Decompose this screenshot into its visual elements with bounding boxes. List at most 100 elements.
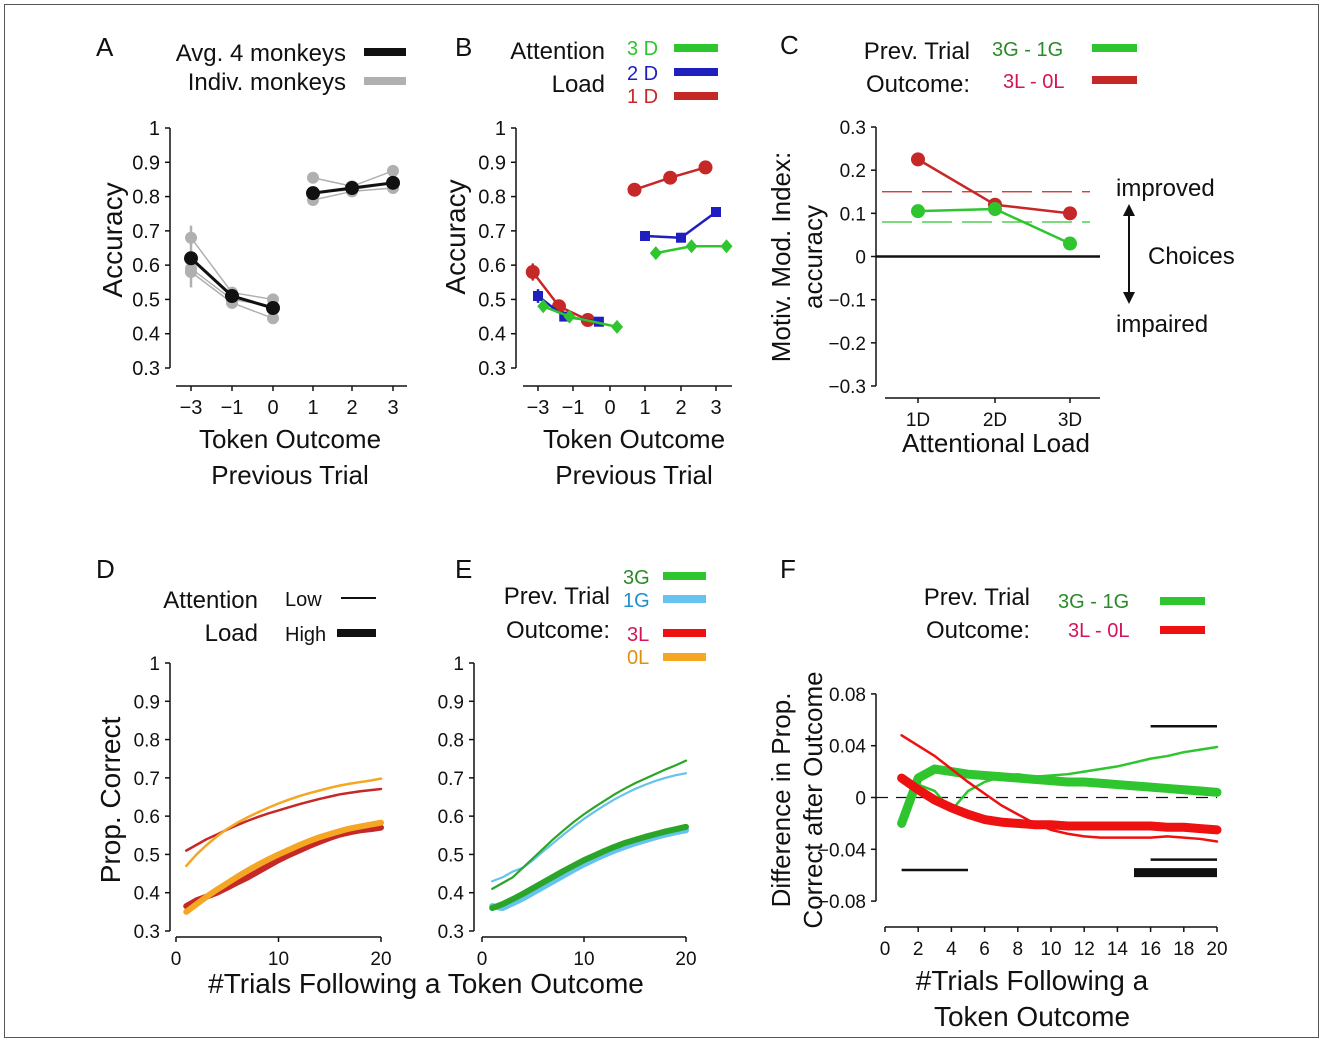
e-y-tick-label: 0.4 bbox=[438, 884, 465, 905]
b-y-tick-label: 0.4 bbox=[478, 324, 506, 346]
annotation-impaired: impaired bbox=[1116, 311, 1208, 338]
a-avg-point bbox=[306, 186, 320, 201]
f-x-tick-label: 6 bbox=[979, 939, 990, 960]
panel-a-y-axis: 1 0.9 0.8 0.7 0.6 0.5 0.4 0.3 bbox=[132, 118, 171, 380]
d-y-tick-label: 1 bbox=[149, 654, 160, 675]
e-series-line bbox=[489, 823, 689, 912]
c-y-tick-label: 0.2 bbox=[840, 161, 866, 182]
legend-label-1g: 1G bbox=[623, 590, 650, 612]
legend-title-outcome: Outcome: bbox=[866, 71, 970, 98]
panel-f-xlabel2: Token Outcome bbox=[934, 1001, 1130, 1032]
panel-a-legend: Avg. 4 monkeys Indiv. monkeys bbox=[176, 40, 406, 96]
a-avg-point bbox=[266, 301, 280, 315]
b-point-circle bbox=[698, 160, 713, 175]
b-x-tick-label: −3 bbox=[527, 397, 550, 419]
b-y-tick-label: 0.5 bbox=[478, 289, 506, 311]
panel-c-plot bbox=[876, 152, 1100, 258]
panel-d-legend: Attention Load Low High bbox=[163, 587, 376, 647]
panel-a-ylabel: Accuracy bbox=[97, 182, 128, 297]
b-point-square bbox=[676, 232, 686, 243]
e-x-tick-label: 0 bbox=[477, 949, 488, 970]
legend-title-attention: Attention bbox=[510, 38, 605, 65]
legend-label-2d: 2 D bbox=[627, 63, 658, 85]
f-x-tick-label: 18 bbox=[1173, 939, 1194, 960]
legend-label-3l-0l: 3L - 0L bbox=[1003, 71, 1065, 93]
a-x-tick-label: 0 bbox=[267, 397, 278, 419]
panel-e-y-axis: 1 0.9 0.8 0.7 0.6 0.5 0.4 0.3 bbox=[438, 654, 475, 943]
a-x-tick-label: 3 bbox=[387, 397, 398, 419]
panel-a-xlabel: Token Outcome bbox=[199, 424, 381, 454]
panel-f-x-axis: 0 2 4 6 8 10 12 14 16 18 20 bbox=[880, 926, 1228, 960]
panel-a-letter: A bbox=[96, 32, 114, 62]
d-y-tick-label: 0.8 bbox=[134, 731, 160, 752]
legend-label-3g-1g-f: 3G - 1G bbox=[1058, 591, 1129, 613]
d-series-line bbox=[185, 777, 383, 868]
a-indiv-point bbox=[387, 164, 399, 177]
c-y-tick-label: 0.3 bbox=[840, 118, 866, 139]
panel-c-ylabel2: accuracy bbox=[798, 205, 828, 309]
panel-f: F Prev. Trial Outcome: 3G - 1G 3L - 0L 0… bbox=[766, 554, 1228, 1032]
legend-label-3l-0l-f: 3L - 0L bbox=[1068, 620, 1130, 642]
b-y-tick-label: 0.3 bbox=[478, 358, 506, 380]
panel-f-xlabel: #Trials Following a bbox=[916, 965, 1149, 996]
f-y-tick-label: 0 bbox=[855, 789, 866, 810]
b-point-diamond bbox=[537, 299, 550, 314]
b-y-tick-label: 1 bbox=[495, 118, 506, 140]
legend-label-indiv: Indiv. monkeys bbox=[188, 69, 346, 96]
a-x-tick-label: 1 bbox=[307, 397, 318, 419]
c-point bbox=[988, 202, 1002, 217]
figure-frame bbox=[4, 4, 1319, 1038]
a-y-tick-label: 0.7 bbox=[132, 221, 160, 243]
panel-b-y-axis: 1 0.9 0.8 0.7 0.6 0.5 0.4 0.3 bbox=[478, 118, 517, 380]
panel-f-plot bbox=[876, 725, 1222, 878]
b-point-diamond bbox=[563, 309, 576, 324]
f-series-line bbox=[897, 773, 1222, 835]
arrow-up-icon bbox=[1123, 204, 1135, 216]
f-series-line bbox=[900, 734, 1219, 843]
a-avg-point bbox=[225, 289, 239, 303]
b-y-tick-label: 0.7 bbox=[478, 221, 506, 243]
d-series-line bbox=[183, 819, 384, 915]
e-y-tick-label: 0.5 bbox=[438, 845, 464, 866]
a-avg-point bbox=[386, 175, 400, 190]
panel-c-xlabel: Attentional Load bbox=[902, 428, 1090, 458]
a-avg-point bbox=[345, 181, 359, 195]
d-y-tick-label: 0.9 bbox=[134, 692, 160, 713]
legend-title-prev-trial-e: Prev. Trial bbox=[504, 583, 610, 610]
e-x-tick-label: 20 bbox=[675, 949, 696, 970]
c-y-tick-label: −0.1 bbox=[828, 291, 866, 312]
c-point bbox=[1063, 206, 1077, 221]
panel-d-ylabel: Prop. Correct bbox=[95, 717, 126, 884]
a-x-tick-label: 2 bbox=[346, 397, 357, 419]
f-x-tick-label: 20 bbox=[1206, 939, 1227, 960]
e-y-tick-label: 0.6 bbox=[438, 807, 464, 828]
panel-b-plot bbox=[525, 160, 733, 334]
legend-label-avg: Avg. 4 monkeys bbox=[176, 40, 346, 67]
f-x-tick-label: 16 bbox=[1140, 939, 1161, 960]
d-y-tick-label: 0.5 bbox=[134, 845, 160, 866]
legend-label-1d: 1 D bbox=[627, 86, 658, 108]
legend-title-load: Load bbox=[552, 71, 605, 98]
legend-label-3l: 3L bbox=[627, 624, 649, 646]
f-y-tick-label: −0.08 bbox=[818, 892, 866, 913]
e-y-tick-label: 0.9 bbox=[438, 692, 464, 713]
f-x-tick-label: 14 bbox=[1107, 939, 1129, 960]
panel-d-plot bbox=[183, 777, 384, 915]
e-y-tick-label: 0.8 bbox=[438, 731, 464, 752]
panel-c-y-axis: 0.3 0.2 0.1 0 −0.1 −0.2 −0.3 bbox=[828, 118, 877, 398]
legend-title-prev-trial-f: Prev. Trial bbox=[924, 584, 1030, 611]
b-point-circle bbox=[525, 265, 540, 279]
b-x-tick-label: 3 bbox=[710, 397, 721, 419]
b-x-tick-label: −1 bbox=[562, 397, 585, 419]
f-y-tick-label: 0.08 bbox=[829, 685, 866, 706]
panel-b-legend: Attention Load 3 D 2 D 1 D bbox=[510, 38, 718, 108]
a-x-tick-label: −3 bbox=[180, 397, 203, 419]
b-point-diamond bbox=[720, 239, 733, 254]
panel-e: E Prev. Trial Outcome: 3G 1G 3L 0L 1 0.9 0… bbox=[438, 554, 706, 970]
panel-b-letter: B bbox=[455, 32, 472, 62]
panel-f-legend: Prev. Trial Outcome: 3G - 1G 3L - 0L bbox=[924, 584, 1205, 644]
panel-b-x-axis: −3 −1 0 1 2 3 bbox=[523, 385, 732, 419]
b-point-diamond bbox=[685, 239, 698, 254]
e-series-line bbox=[489, 827, 689, 912]
